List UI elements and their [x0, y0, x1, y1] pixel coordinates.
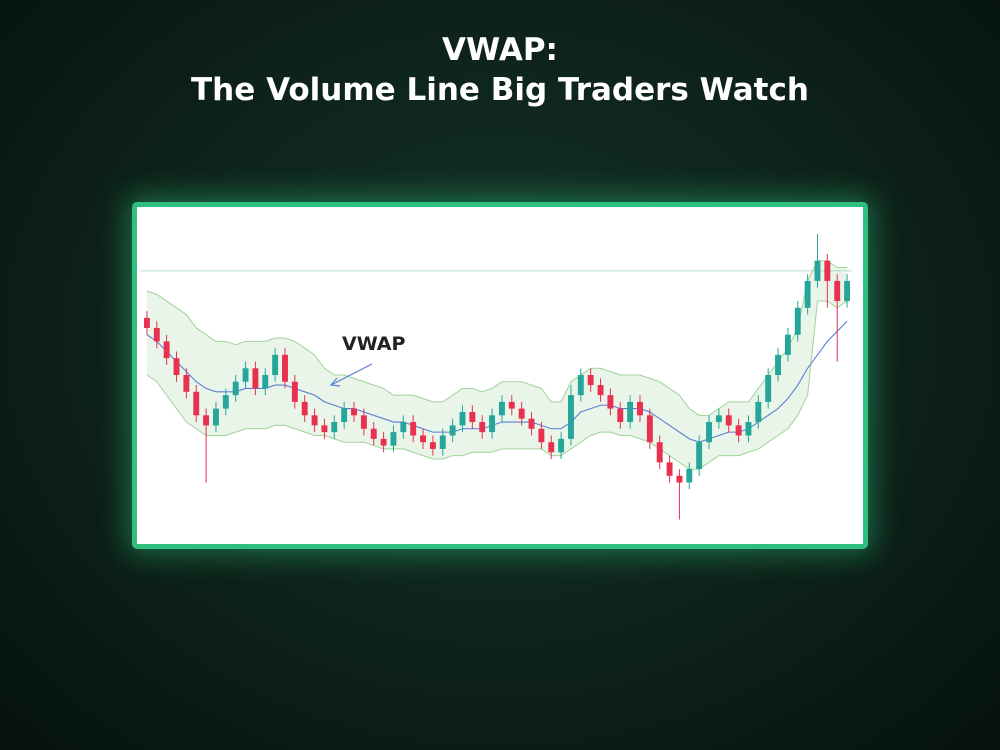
candle-body — [311, 415, 318, 426]
candle-body — [498, 401, 505, 416]
candle-body — [449, 425, 456, 436]
candle-body — [291, 381, 298, 402]
candle-body — [587, 375, 594, 386]
candle-body — [676, 475, 683, 483]
candle-body — [232, 381, 239, 396]
candle-body — [360, 415, 367, 429]
candle-body — [577, 375, 584, 396]
candle-body — [814, 260, 821, 281]
lower-band — [146, 300, 848, 470]
candle-body — [745, 422, 752, 436]
candle-body — [341, 408, 348, 423]
candle-body — [755, 401, 762, 423]
annotation-arrowhead — [329, 377, 341, 387]
candle-body — [775, 354, 781, 375]
candle-body — [518, 408, 525, 419]
candle-body — [429, 442, 436, 449]
candle-body — [715, 415, 722, 423]
candle-body — [765, 375, 772, 402]
candle-body — [706, 422, 712, 443]
candle-body — [183, 375, 190, 392]
candle-body — [568, 395, 574, 439]
candle-body — [656, 442, 663, 463]
candle-body — [222, 395, 229, 409]
candle-body — [351, 408, 357, 416]
candle-body — [459, 411, 466, 426]
candle-body — [597, 385, 604, 396]
candle-body — [558, 438, 565, 453]
candle-body — [834, 280, 841, 302]
candle-body — [400, 422, 407, 433]
title-line: The Volume Line Big Traders Watch — [191, 72, 809, 108]
candle-body — [617, 408, 624, 423]
candle-body — [696, 442, 703, 470]
candle-body — [607, 395, 614, 409]
candle-body — [528, 418, 535, 429]
candle-body — [646, 415, 653, 443]
candle-body — [252, 368, 259, 389]
candle-body — [282, 354, 288, 382]
candle-body — [469, 411, 476, 423]
candle-body — [784, 334, 791, 355]
candle-body — [824, 260, 831, 281]
candle-body — [489, 415, 496, 433]
candle-body — [390, 432, 397, 446]
candle-body — [153, 327, 160, 342]
title-line: VWAP: — [442, 32, 558, 68]
candle-body — [439, 435, 446, 449]
plot — [140, 233, 852, 520]
candle-body — [420, 435, 426, 443]
upper-band — [146, 260, 848, 416]
candle-body — [242, 368, 249, 382]
candle-body — [331, 422, 338, 433]
annotation: VWAP — [342, 333, 406, 355]
candle-body — [272, 354, 279, 375]
candle-body — [479, 422, 486, 433]
candle-body — [794, 307, 801, 335]
candle-body — [508, 401, 515, 409]
candle-body — [380, 438, 387, 446]
candle-body — [686, 469, 693, 483]
candle-body — [301, 401, 308, 416]
candle-body — [143, 317, 150, 328]
candle-body — [193, 391, 200, 416]
candle-body — [213, 408, 219, 426]
band-fill — [146, 260, 848, 470]
candle-body — [410, 422, 417, 436]
candle-body — [321, 425, 328, 433]
candle-body — [548, 442, 555, 453]
candle-body — [804, 280, 811, 308]
candle-body — [666, 462, 673, 476]
candle-body — [725, 415, 732, 426]
candle-body — [538, 428, 545, 443]
annotation-arrow — [330, 363, 373, 386]
candle-body — [262, 375, 269, 389]
candle-body — [735, 425, 742, 436]
candle-body — [163, 341, 170, 359]
candle-body — [627, 401, 634, 423]
candle-body — [370, 428, 377, 439]
candle-body — [173, 358, 180, 375]
candle-body — [203, 415, 210, 426]
candle-body — [637, 401, 643, 416]
candle-body — [844, 280, 851, 302]
